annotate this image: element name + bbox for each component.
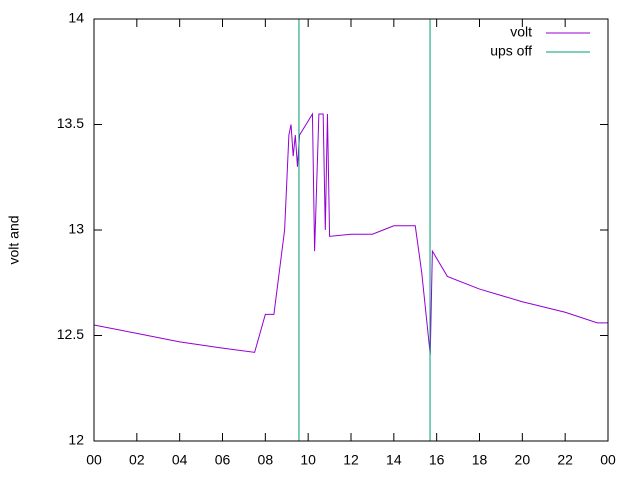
x-tick-label: 10	[300, 452, 316, 468]
y-tick-label: 12.5	[57, 326, 84, 342]
x-tick-label: 12	[343, 452, 359, 468]
x-tick-label: 14	[386, 452, 402, 468]
x-tick-label: 20	[515, 452, 531, 468]
x-tick-label: 00	[86, 452, 102, 468]
series-line	[93, 112, 608, 355]
x-tick-label: 00	[600, 452, 616, 468]
x-tick-label: 22	[557, 452, 573, 468]
legend-label: volt	[510, 24, 532, 40]
x-tick-label: 02	[129, 452, 145, 468]
x-tick-label: 16	[429, 452, 445, 468]
x-tick-label: 18	[472, 452, 488, 468]
y-tick-label: 12	[68, 432, 84, 448]
x-tick-label: 04	[172, 452, 188, 468]
x-tick-label: 06	[215, 452, 231, 468]
x-tick-label: 08	[258, 452, 274, 468]
y-tick-label: 13.5	[57, 115, 84, 131]
y-tick-label: 13	[68, 221, 84, 237]
y-axis-label: volt and	[6, 215, 22, 264]
series-line	[298, 19, 431, 441]
legend-label: ups off	[490, 43, 532, 59]
y-tick-label: 14	[68, 10, 84, 26]
plot-frame	[93, 18, 609, 442]
